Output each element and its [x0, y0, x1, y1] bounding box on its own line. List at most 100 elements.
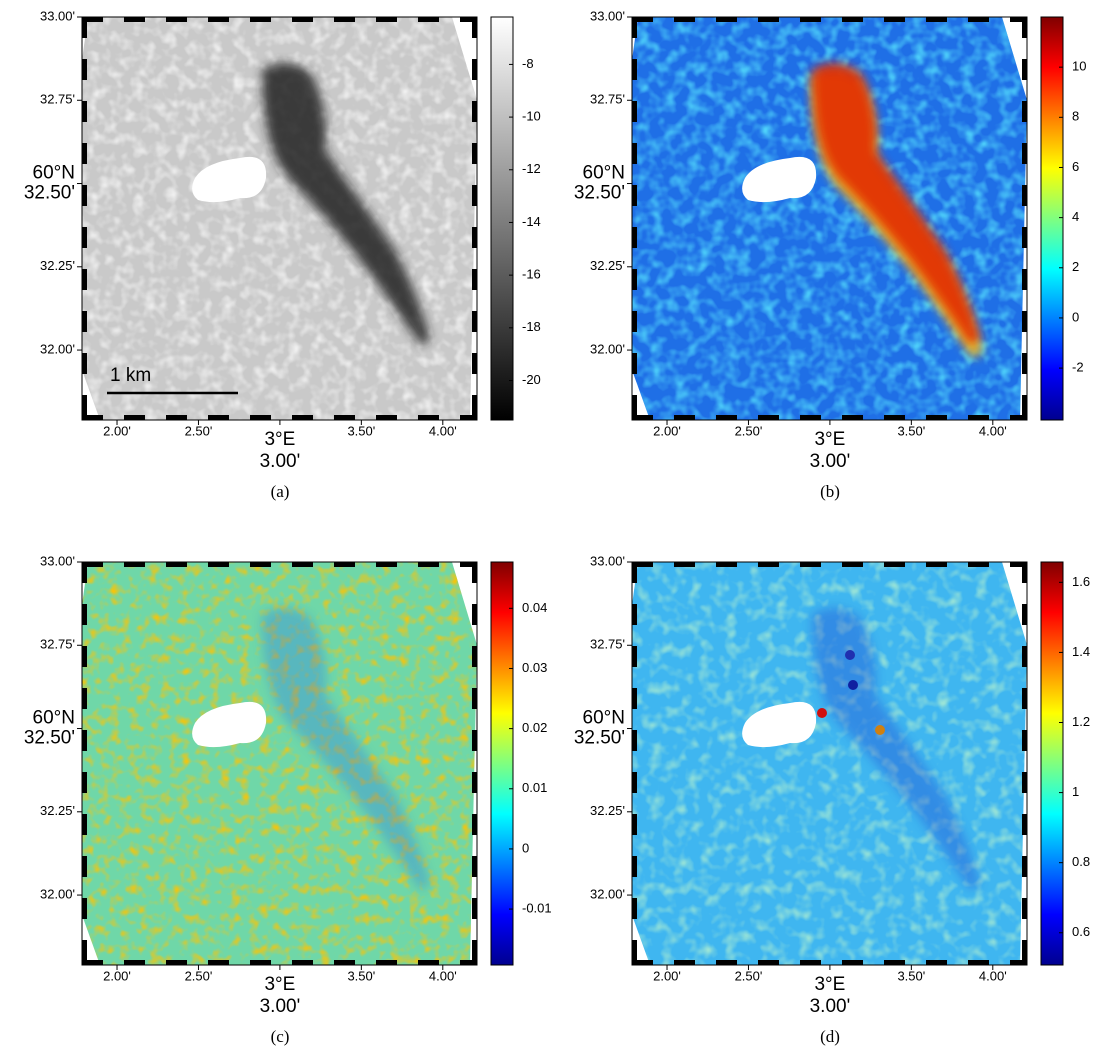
panel-label: (b) — [820, 482, 840, 501]
y-tick-label: 32.25' — [590, 803, 625, 818]
scale-bar-label: 1 km — [110, 365, 151, 386]
y-tick-label: 32.00' — [40, 886, 75, 901]
x-tick-label: 3.50' — [897, 968, 925, 983]
colorbar-tick-label: -20 — [522, 372, 541, 387]
x-tick-label: 4.00' — [979, 968, 1007, 983]
panel-label: (a) — [271, 482, 290, 501]
colorbar — [490, 16, 514, 421]
x-axis-label: 3°E — [264, 974, 295, 995]
sar-image — [82, 17, 477, 420]
x-tick-label: 2.50' — [735, 968, 763, 983]
y-tick-label: 32.50' — [574, 183, 625, 204]
x-axis-label: 3°E — [264, 429, 295, 450]
island — [192, 701, 267, 748]
y-tick-label: 32.00' — [40, 341, 75, 356]
colorbar-tick-label: 1.4 — [1072, 644, 1090, 659]
y-axis-label: 60°N — [33, 163, 75, 184]
x-tick-label: 3.00' — [810, 451, 851, 472]
colorbar-tick-label: 1 — [1072, 784, 1079, 799]
x-tick-label: 4.00' — [429, 423, 457, 438]
x-tick-label: 2.00' — [103, 968, 131, 983]
colorbar-tick-label: 6 — [1072, 159, 1079, 174]
x-tick-label: 4.00' — [429, 968, 457, 983]
speckle — [848, 680, 858, 690]
island — [192, 156, 267, 203]
colorbar-tick-label: 1.6 — [1072, 574, 1090, 589]
x-axis-label: 3°E — [814, 974, 845, 995]
map-panel: 2.00' 2.50' 3.00'3°E 3.50' 4.00' 33.00' 32.75'… — [24, 8, 541, 500]
x-tick-label: 3.50' — [897, 423, 925, 438]
speckle — [875, 725, 885, 735]
x-tick-label: 2.00' — [653, 968, 681, 983]
sar-image — [632, 17, 1027, 420]
y-tick-label: 32.00' — [590, 886, 625, 901]
y-tick-label: 33.00' — [590, 8, 625, 23]
colorbar-tick-label: -0.01 — [522, 900, 552, 915]
y-tick-label: 33.00' — [40, 8, 75, 23]
colorbar-tick-label: 0.04 — [522, 600, 547, 615]
panel-label: (c) — [271, 1027, 290, 1046]
island — [742, 701, 817, 748]
y-tick-label: 32.75' — [590, 637, 625, 652]
x-tick-label: 2.00' — [653, 423, 681, 438]
colorbar-tick-label: -18 — [522, 319, 541, 334]
colorbar-tick-label: 8 — [1072, 109, 1079, 124]
map-panel: 2.00' 2.50' 3.00'3°E 3.50' 4.00' 33.00' 32.75'… — [24, 553, 552, 1045]
colorbar-tick-label: 10 — [1072, 59, 1086, 74]
island — [742, 156, 817, 203]
colorbar-tick-label: 0.6 — [1072, 924, 1090, 939]
y-tick-label: 33.00' — [40, 553, 75, 568]
y-tick-label: 32.75' — [590, 92, 625, 107]
map-panel: 2.00' 2.50' 3.00'3°E 3.50' 4.00' 33.00' 32.75'… — [574, 8, 1087, 500]
y-axis-label: 60°N — [33, 708, 75, 729]
y-tick-label: 32.25' — [590, 258, 625, 273]
colorbar-tick-label: 1.2 — [1072, 714, 1090, 729]
x-tick-label: 2.50' — [185, 423, 213, 438]
x-tick-label: 2.00' — [103, 423, 131, 438]
x-tick-label: 3.00' — [260, 451, 301, 472]
y-axis-label: 60°N — [583, 163, 625, 184]
x-tick-label: 4.00' — [979, 423, 1007, 438]
y-tick-label: 32.50' — [24, 183, 75, 204]
y-tick-label: 32.75' — [40, 92, 75, 107]
colorbar-tick-label: 4 — [1072, 209, 1079, 224]
colorbar-tick-label: -16 — [522, 267, 541, 282]
colorbar — [1040, 16, 1064, 421]
y-tick-label: 32.00' — [590, 341, 625, 356]
colorbar-tick-label: -8 — [522, 56, 534, 71]
plume — [812, 607, 980, 890]
plume — [262, 62, 430, 345]
y-tick-label: 33.00' — [590, 553, 625, 568]
x-tick-label: 2.50' — [735, 423, 763, 438]
colorbar-tick-label: 0.02 — [522, 720, 547, 735]
colorbar-tick-label: 0 — [1072, 309, 1079, 324]
speckle — [817, 708, 827, 718]
y-tick-label: 32.25' — [40, 803, 75, 818]
plume — [812, 62, 980, 345]
x-tick-label: 3.50' — [347, 968, 375, 983]
x-tick-label: 3.00' — [810, 996, 851, 1017]
x-tick-label: 3.50' — [347, 423, 375, 438]
colorbar-tick-label: -2 — [1072, 360, 1084, 375]
map-panel: 2.00' 2.50' 3.00'3°E 3.50' 4.00' 33.00' 32.75'… — [574, 553, 1090, 1045]
panel-label: (d) — [820, 1027, 840, 1046]
y-tick-label: 32.50' — [574, 728, 625, 749]
plume — [262, 607, 430, 890]
sar-image — [632, 562, 1027, 965]
colorbar — [490, 561, 514, 966]
y-tick-label: 32.50' — [24, 728, 75, 749]
colorbar-tick-label: 0.01 — [522, 780, 547, 795]
colorbar-tick-label: -12 — [522, 161, 541, 176]
x-tick-label: 2.50' — [185, 968, 213, 983]
colorbar-tick-label: 0 — [522, 840, 529, 855]
colorbar-tick-label: 0.8 — [1072, 854, 1090, 869]
colorbar-tick-label: -10 — [522, 109, 541, 124]
x-axis-label: 3°E — [814, 429, 845, 450]
colorbar-tick-label: 0.03 — [522, 660, 547, 675]
y-tick-label: 32.25' — [40, 258, 75, 273]
y-axis-label: 60°N — [583, 708, 625, 729]
y-tick-label: 32.75' — [40, 637, 75, 652]
speckle — [845, 650, 855, 660]
sar-image — [82, 562, 477, 965]
